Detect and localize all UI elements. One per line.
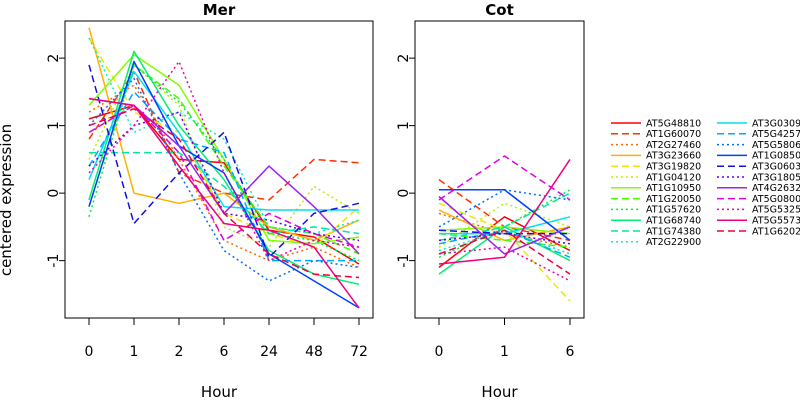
series-line-at1g74380 <box>89 151 360 235</box>
legend-item: AT3G0603 <box>717 162 800 173</box>
legend-label: AT3G0603 <box>752 162 800 173</box>
x-axis-label: Hour <box>201 383 238 400</box>
y-tick-label: 1 <box>46 121 62 130</box>
legend-label: AT3G0309 <box>752 118 800 129</box>
series-line-at3g0309 <box>88 70 359 211</box>
legend-label: AT2G27460 <box>646 140 701 151</box>
legend-label: AT3G19820 <box>646 162 701 173</box>
y-tick-label: 2 <box>396 54 412 63</box>
panel-title: Mer <box>203 1 236 19</box>
series-line-at5g5573 <box>438 158 571 265</box>
legend-label: AT1G74380 <box>646 226 701 237</box>
legend-item: AT1G10950 <box>611 183 701 194</box>
legend-item: AT2G22900 <box>611 237 701 248</box>
x-tick-label: 6 <box>220 344 229 360</box>
x-tick-label: 48 <box>305 344 323 360</box>
series-line-at3g19820 <box>88 37 360 248</box>
legend-label: AT5G5806 <box>752 140 800 151</box>
series-line-at1g0850 <box>439 189 571 241</box>
legend-item: AT5G5325 <box>717 205 800 216</box>
legend-label: AT5G5325 <box>752 205 800 216</box>
x-tick-label: 72 <box>350 344 368 360</box>
series-line-at4g2632 <box>438 195 571 255</box>
panel-title: Cot <box>485 1 513 19</box>
legend-label: AT5G4257 <box>752 129 800 140</box>
series-line-at1g6202 <box>88 108 360 279</box>
legend-label: AT5G5573 <box>752 216 800 227</box>
legend-label: AT1G6202 <box>752 226 800 237</box>
series-line-at1g6202 <box>438 229 571 275</box>
x-tick-label: 0 <box>435 344 444 360</box>
series-line-at1g04120 <box>88 64 360 248</box>
legend-item: AT5G0800 <box>717 194 800 205</box>
legend-item: AT1G57620 <box>611 205 701 216</box>
series-line-at5g4257 <box>88 91 359 262</box>
y-tick-label: 0 <box>46 189 62 198</box>
series-line-at1g10950 <box>88 54 360 245</box>
legend-item: AT1G20050 <box>611 194 701 205</box>
legend-item: AT3G1805 <box>717 172 800 183</box>
series-line-at1g68740 <box>88 50 360 286</box>
legend-label: AT3G23660 <box>646 151 701 162</box>
legend-item: AT1G0850 <box>717 151 800 162</box>
series-line-at1g04120 <box>438 202 571 248</box>
y-tick-label: 0 <box>396 189 412 198</box>
series-line-at3g0603 <box>88 64 360 259</box>
panel-mer: Mer -1 0 1 2 0 1 2 6 24 48 72 Hour <box>46 1 374 401</box>
y-tick-label: -1 <box>46 254 62 268</box>
series-line-at5g5573 <box>88 97 360 309</box>
y-tick-label: 1 <box>396 121 412 130</box>
legend-item: AT3G23660 <box>611 151 701 162</box>
legend-item: AT2G27460 <box>611 140 701 151</box>
series-line-at5g0800 <box>438 155 571 201</box>
x-tick-label: 2 <box>175 344 184 360</box>
panel-cot: Cot -1 0 1 2 0 1 6 Hour <box>396 1 585 401</box>
x-tick-label: 1 <box>130 344 139 360</box>
legend-item: AT3G0309 <box>717 118 800 129</box>
legend-label: AT4G2632 <box>752 183 800 194</box>
legend-item: AT5G5806 <box>717 140 800 151</box>
x-tick-label: 6 <box>566 344 575 360</box>
series-line-at1g0850 <box>88 60 360 309</box>
plot-frame <box>414 20 585 319</box>
series-line-at5g48810 <box>438 216 571 268</box>
series-line-at3g1805 <box>438 232 571 245</box>
legend-item: AT4G2632 <box>717 183 800 194</box>
legend-item: AT5G4257 <box>717 129 800 140</box>
legend-label: AT3G1805 <box>752 172 800 183</box>
series-line-at5g5806 <box>88 77 360 282</box>
x-tick-label: 0 <box>85 344 94 360</box>
legend-label: AT5G48810 <box>646 118 701 129</box>
x-tick-label: 24 <box>260 344 278 360</box>
series-line-at1g74380 <box>438 192 571 242</box>
legend-item: AT3G19820 <box>611 162 701 173</box>
y-axis-label: centered expression <box>0 124 15 276</box>
x-tick-label: 1 <box>500 344 509 360</box>
legend-item: AT1G6202 <box>717 226 800 237</box>
legend-item: AT1G60070 <box>611 129 701 140</box>
legend-label: AT1G68740 <box>646 216 701 227</box>
legend-label: AT1G60070 <box>646 129 701 140</box>
legend-item: AT5G48810 <box>611 118 701 129</box>
plot-frame <box>64 20 374 319</box>
legend-label: AT1G0850 <box>752 151 800 162</box>
legend-label: AT1G20050 <box>646 194 701 205</box>
legend-item: AT5G5573 <box>717 216 800 227</box>
legend-label: AT1G10950 <box>646 183 701 194</box>
legend-item: AT1G04120 <box>611 172 701 183</box>
legend-label: AT1G04120 <box>646 172 701 183</box>
legend-item: AT1G68740 <box>611 216 701 227</box>
y-tick-label: 2 <box>46 54 62 63</box>
legend-label: AT5G0800 <box>752 194 800 205</box>
legend-label: AT1G57620 <box>646 205 701 216</box>
legend-label: AT2G22900 <box>646 237 701 248</box>
legend-item: AT1G74380 <box>611 226 701 237</box>
series-line-at5g5325 <box>88 60 360 262</box>
legend: AT5G48810AT1G60070AT2G27460AT3G23660AT3G… <box>611 118 800 248</box>
series-line-at5g5325 <box>438 246 571 282</box>
y-tick-label: -1 <box>396 254 412 268</box>
x-axis-label: Hour <box>481 383 518 400</box>
